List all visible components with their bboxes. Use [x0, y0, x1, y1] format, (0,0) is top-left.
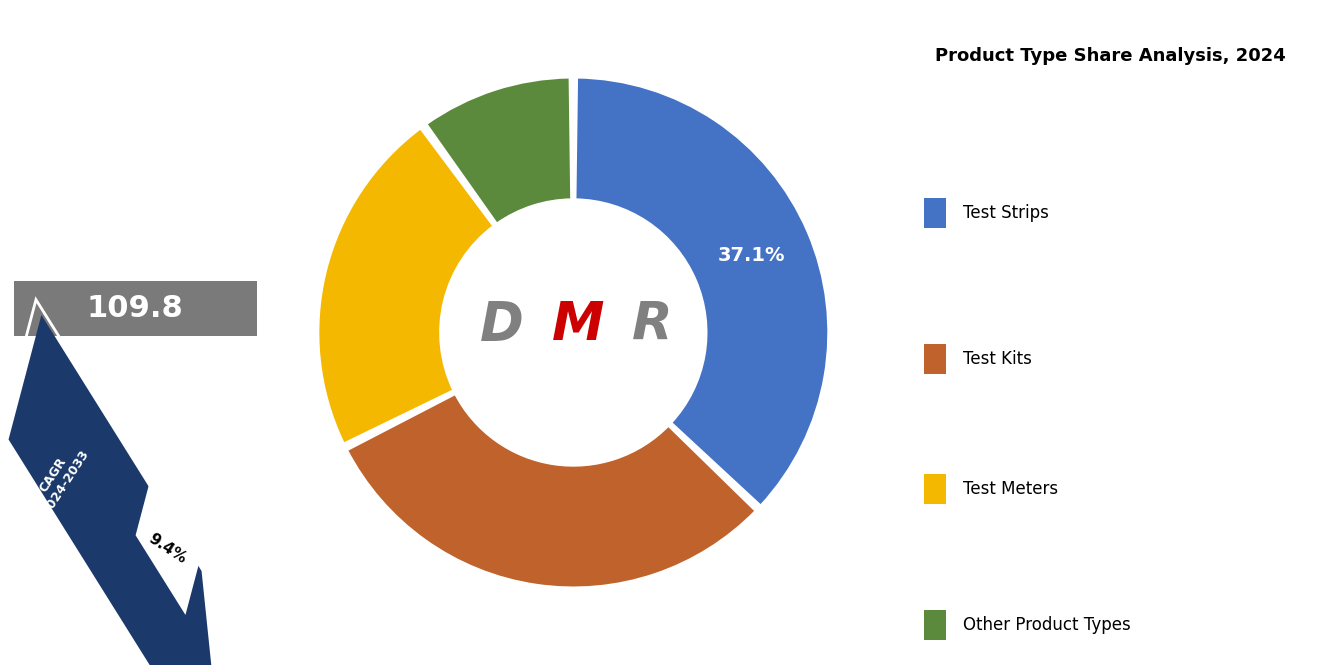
Text: Test Strips: Test Strips — [962, 203, 1049, 222]
Text: 109.8: 109.8 — [87, 294, 183, 323]
Text: Product Type Share Analysis, 2024: Product Type Share Analysis, 2024 — [934, 47, 1286, 65]
Wedge shape — [575, 77, 829, 506]
Text: 9.4%: 9.4% — [146, 531, 190, 567]
Text: 37.1%: 37.1% — [718, 247, 786, 265]
Text: CAGR
2024-2033: CAGR 2024-2033 — [28, 440, 91, 518]
FancyBboxPatch shape — [924, 473, 946, 504]
FancyBboxPatch shape — [924, 344, 946, 374]
Wedge shape — [347, 394, 757, 588]
Text: R: R — [633, 299, 672, 351]
Text: M: M — [552, 299, 605, 351]
Text: Market: Market — [88, 111, 182, 135]
FancyBboxPatch shape — [924, 610, 946, 640]
Text: Other Product Types: Other Product Types — [962, 616, 1131, 634]
Text: Research: Research — [74, 151, 196, 175]
Polygon shape — [8, 315, 212, 665]
Text: Test Meters: Test Meters — [962, 479, 1058, 498]
Polygon shape — [136, 482, 199, 615]
FancyBboxPatch shape — [13, 281, 257, 336]
Text: D: D — [480, 299, 523, 351]
Wedge shape — [318, 128, 494, 444]
Text: Dimension: Dimension — [65, 71, 206, 95]
Text: Test Kits: Test Kits — [962, 350, 1032, 368]
Text: Global Cholesterol
Testing Market Size
(USD Billion), 2024: Global Cholesterol Testing Market Size (… — [54, 222, 216, 277]
FancyBboxPatch shape — [924, 198, 946, 227]
Circle shape — [443, 202, 704, 463]
Wedge shape — [426, 77, 572, 224]
